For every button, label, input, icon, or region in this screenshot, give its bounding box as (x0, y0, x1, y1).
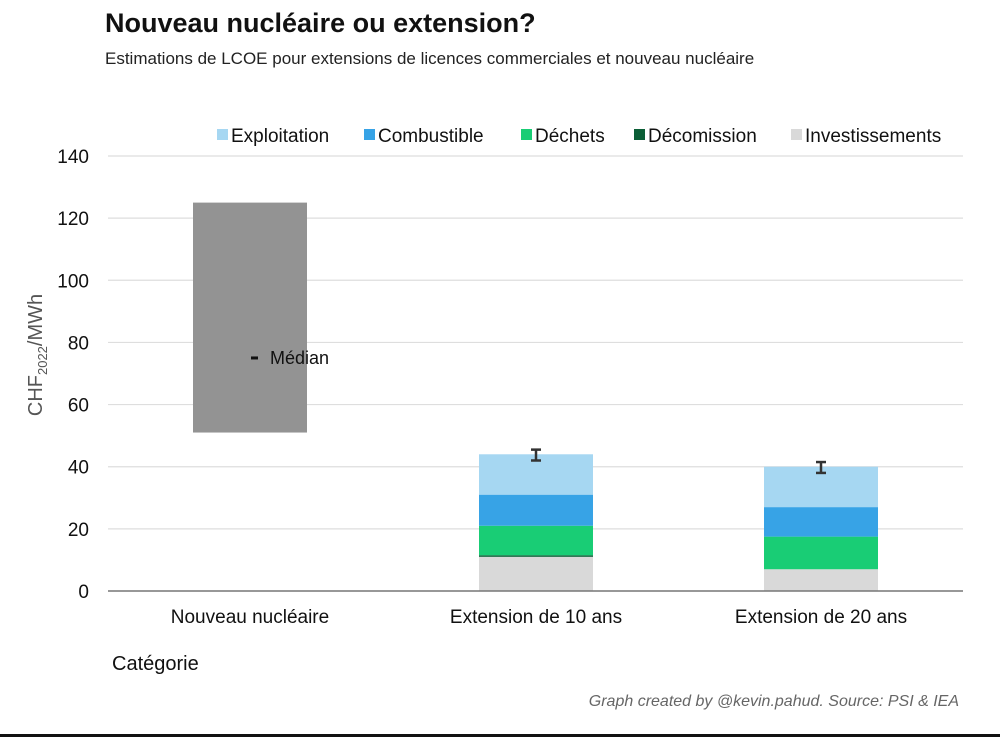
error-bar (531, 448, 541, 462)
y-axis-label: CHF2022/MWh (25, 294, 50, 416)
legend: Exploitation Combustible Déchets Décomissio… (217, 126, 941, 147)
y-tick-label: 0 (78, 582, 89, 603)
legend-swatch (364, 129, 375, 140)
x-tick-label: Extension de 10 ans (450, 607, 622, 628)
legend-swatch (791, 129, 802, 140)
legend-item: Investissements (791, 126, 941, 147)
range-bar (193, 202, 307, 433)
chart-title: Nouveau nucléaire ou extension? (105, 8, 536, 38)
legend-swatch (217, 129, 228, 140)
legend-label: Combustible (378, 126, 484, 147)
legend-swatch (521, 129, 532, 140)
bar-segment-decomission (479, 555, 593, 557)
bar-segment-investissements (479, 556, 593, 591)
median-marker (251, 356, 258, 360)
legend-item: Exploitation (217, 126, 329, 147)
error-bar (816, 460, 826, 475)
axes: 0 20 40 60 80 100 120 140 Nouveau nucléaire Exten… (57, 147, 963, 628)
source-credit: Graph created by @kevin.pahud. Source: P… (588, 693, 959, 710)
median-label: Médian (270, 348, 329, 368)
bars: Médian (193, 202, 878, 591)
legend-label: Investissements (805, 126, 941, 147)
y-tick-label: 120 (57, 209, 89, 230)
bar-segment-combustible (764, 507, 878, 537)
y-tick-label: 40 (68, 458, 89, 479)
legend-item: Décomission (634, 126, 757, 147)
y-tick-label: 100 (57, 271, 89, 292)
bar-segment-investissements (764, 569, 878, 591)
x-tick-label: Extension de 20 ans (735, 607, 907, 628)
bottom-border (0, 734, 1000, 737)
bar-segment-dechets (479, 525, 593, 556)
x-tick-label: Nouveau nucléaire (171, 607, 329, 628)
y-tick-label: 60 (68, 396, 89, 417)
legend-label: Décomission (648, 126, 757, 147)
bar-segment-dechets (764, 536, 878, 570)
y-tick-label: 20 (68, 520, 89, 541)
legend-item: Déchets (521, 126, 605, 147)
y-tick-label: 140 (57, 147, 89, 168)
legend-label: Déchets (535, 126, 605, 147)
legend-swatch (634, 129, 645, 140)
bar-segment-combustible (479, 494, 593, 526)
legend-item: Combustible (364, 126, 484, 147)
chart-subtitle: Estimations de LCOE pour extensions de l… (105, 49, 755, 68)
y-tick-label: 80 (68, 333, 89, 354)
x-axis-label: Catégorie (112, 653, 199, 675)
legend-label: Exploitation (231, 126, 329, 147)
